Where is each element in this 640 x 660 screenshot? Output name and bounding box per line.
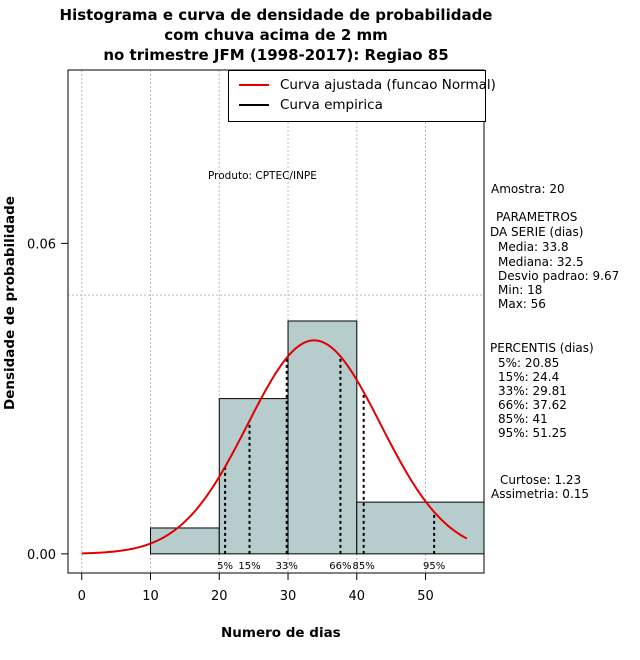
stat-amostra: Amostra: 20 bbox=[491, 182, 565, 196]
legend-swatch-normal bbox=[239, 84, 269, 86]
chart-title-line-1: Histograma e curva de densidade de proba… bbox=[59, 6, 493, 24]
percentile-label-2: 33% bbox=[276, 561, 298, 572]
x-axis: 0 10 20 30 40 50 bbox=[78, 572, 434, 604]
histogram-bar-1 bbox=[218, 398, 289, 555]
legend-label-empirical: Curva empirica bbox=[280, 97, 383, 113]
grid-lines bbox=[68, 70, 484, 573]
legend: Curva ajustada (funcao Normal) Curva emp… bbox=[228, 70, 496, 122]
chart-title-line-3: no trimestre JFM (1998-2017): Regiao 85 bbox=[103, 46, 449, 64]
stat-percentis-title: PERCENTIS (dias) bbox=[490, 341, 594, 355]
normal-curve bbox=[81, 339, 468, 555]
x-tick-label: 10 bbox=[142, 589, 159, 604]
x-tick-label: 30 bbox=[280, 589, 297, 604]
chart-title-line-2: com chuva acima de 2 mm bbox=[164, 26, 388, 44]
legend-swatch-empirical bbox=[239, 104, 269, 106]
y-tick-label: 0.06 bbox=[27, 237, 56, 252]
x-tick-label: 50 bbox=[417, 589, 434, 604]
stat-parametros-title-2: DA SERIE (dias) bbox=[490, 225, 584, 239]
stat-p95: 95%: 51.25 bbox=[498, 426, 567, 440]
x-tick-label: 40 bbox=[349, 589, 366, 604]
stat-p33: 33%: 29.81 bbox=[498, 384, 567, 398]
product-annotation: Produto: CPTEC/INPE bbox=[208, 170, 317, 182]
histogram-bar-3 bbox=[356, 501, 485, 555]
y-tick-label: 0.00 bbox=[27, 548, 56, 563]
percentile-label-5: 95% bbox=[423, 561, 445, 572]
percentile-label-3: 66% bbox=[329, 561, 351, 572]
histogram-bar-2 bbox=[287, 320, 358, 555]
stat-assimetria: Assimetria: 0.15 bbox=[491, 487, 590, 501]
stat-p15: 15%: 24.4 bbox=[498, 370, 560, 384]
stat-curtose: Curtose: 1.23 bbox=[500, 473, 582, 487]
stat-p5: 5%: 20.85 bbox=[498, 356, 560, 370]
percentile-lines: 5% 15% 33% 66% 85% 95% bbox=[217, 356, 445, 572]
stat-p85: 85%: 41 bbox=[498, 412, 548, 426]
stat-desvio: Desvio padrao: 9.67 bbox=[498, 269, 620, 283]
stat-parametros-title-1: PARAMETROS bbox=[496, 210, 578, 224]
stat-mediana: Mediana: 32.5 bbox=[498, 255, 584, 269]
x-tick-label: 20 bbox=[211, 589, 228, 604]
percentile-label-1: 15% bbox=[238, 561, 260, 572]
percentile-label-4: 85% bbox=[353, 561, 375, 572]
y-axis: 0.00 0.06 bbox=[27, 237, 69, 563]
histogram-bars bbox=[150, 320, 485, 555]
stat-max: Max: 56 bbox=[498, 297, 546, 311]
histogram-bar-0 bbox=[150, 527, 220, 555]
percentile-label-0: 5% bbox=[217, 561, 233, 572]
stat-min: Min: 18 bbox=[498, 283, 543, 297]
x-tick-label: 0 bbox=[78, 589, 86, 604]
stat-media: Media: 33.8 bbox=[498, 240, 569, 254]
stat-p66: 66%: 37.62 bbox=[498, 398, 567, 412]
y-axis-title: Densidade de probabilidade bbox=[2, 196, 18, 410]
x-axis-title: Numero de dias bbox=[221, 625, 341, 641]
legend-label-normal: Curva ajustada (funcao Normal) bbox=[280, 77, 496, 93]
legend-item-normal: Curva ajustada (funcao Normal) bbox=[229, 75, 496, 95]
legend-item-empirical: Curva empirica bbox=[229, 95, 485, 115]
